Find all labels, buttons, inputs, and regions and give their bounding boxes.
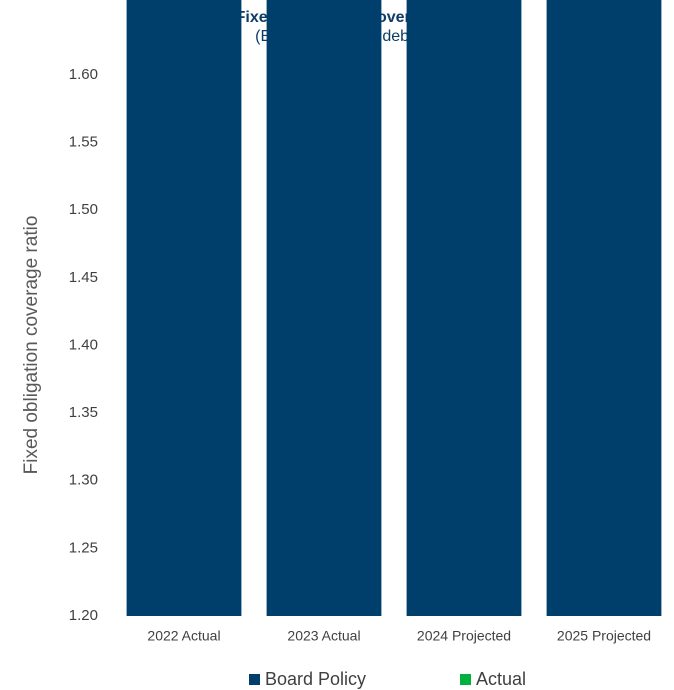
legend-swatch (249, 674, 260, 685)
y-tick-label: 1.50 (69, 201, 98, 218)
y-tick-label: 1.60 (69, 66, 98, 83)
y-axis-label: Fixed obligation coverage ratio (21, 216, 42, 475)
bar-segment (266, 0, 382, 616)
y-tick-label: 1.20 (69, 607, 98, 624)
legend-swatch (460, 674, 471, 685)
x-tick-label: 2025 Projected (557, 628, 651, 644)
x-tick-label: 2022 Actual (147, 628, 220, 644)
y-tick-label: 1.40 (69, 336, 98, 353)
y-tick-label: 1.45 (69, 269, 98, 286)
y-tick-label: 1.35 (69, 404, 98, 421)
y-tick-label: 1.25 (69, 539, 98, 556)
bar-segment (126, 0, 242, 616)
x-tick-label: 2023 Actual (287, 628, 360, 644)
y-tick-label: 1.30 (69, 472, 98, 489)
bar-segment (406, 0, 522, 616)
x-tick-label: 2024 Projected (417, 628, 511, 644)
y-tick-label: 1.55 (69, 134, 98, 151)
bar-segment (546, 0, 662, 616)
legend-label: Board Policy (265, 669, 366, 689)
legend-label: Actual (476, 669, 526, 689)
